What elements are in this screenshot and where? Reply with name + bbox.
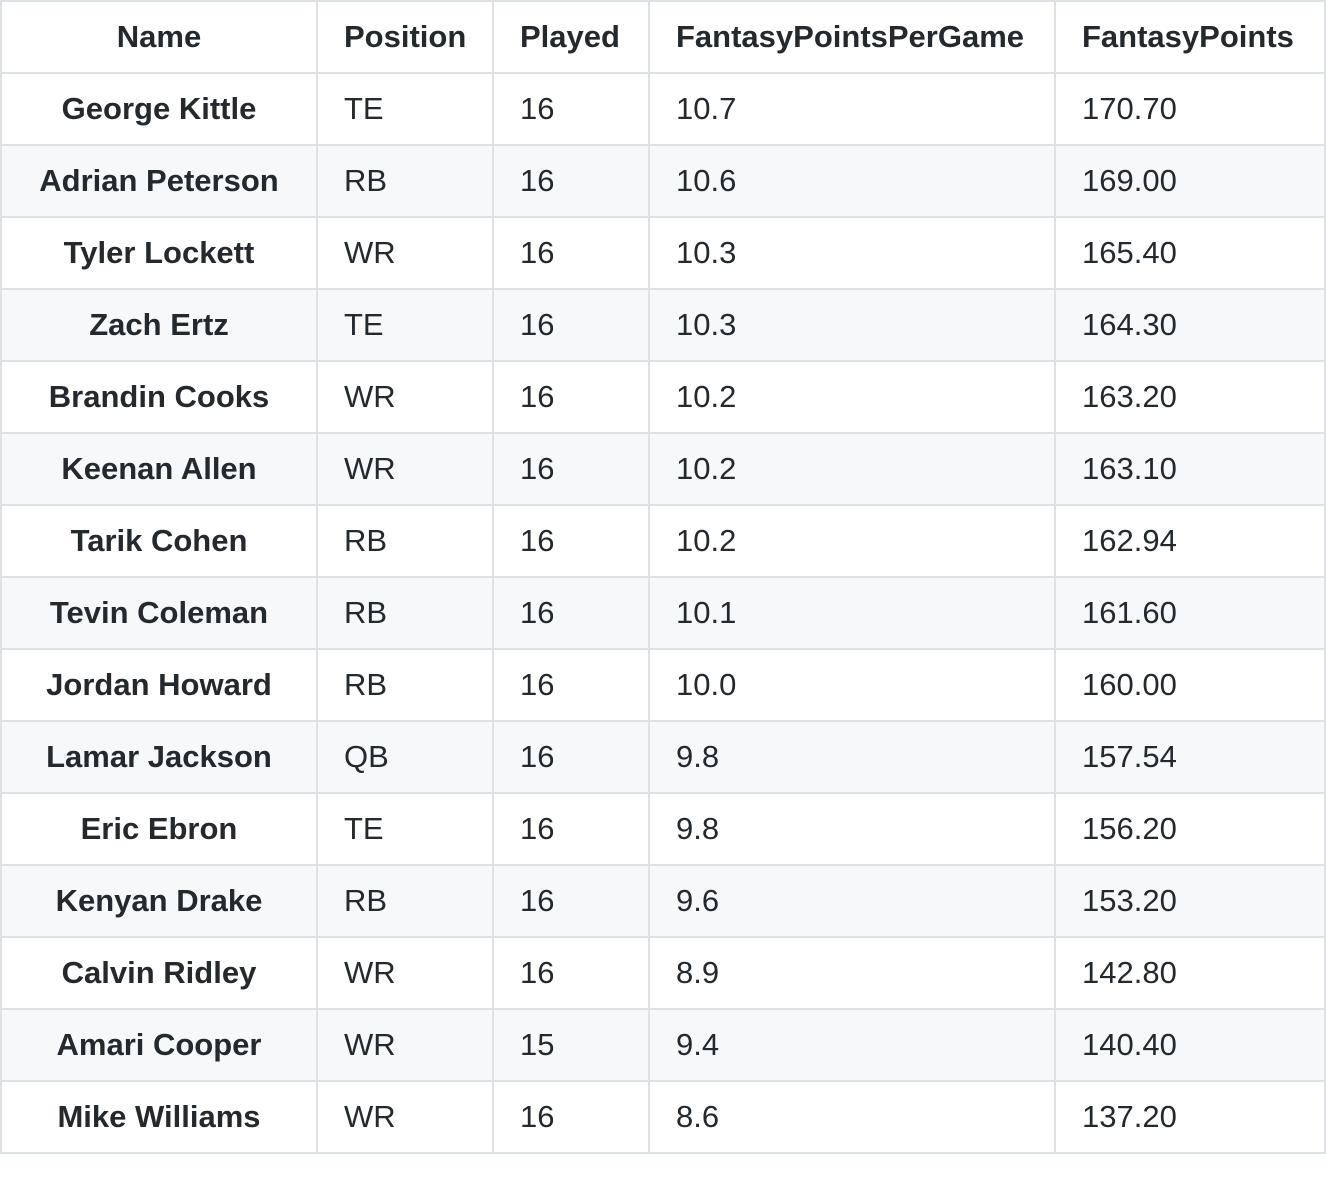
column-header-fantasy-points: FantasyPoints <box>1054 0 1326 74</box>
cell-fantasy-points-per-game: 10.0 <box>648 648 1056 722</box>
cell-name: Tevin Coleman <box>0 576 318 650</box>
cell-fantasy-points: 161.60 <box>1054 576 1326 650</box>
table-row: Eric Ebron TE 16 9.8 156.20 <box>0 792 1326 866</box>
cell-name: Eric Ebron <box>0 792 318 866</box>
cell-fantasy-points: 163.10 <box>1054 432 1326 506</box>
table-row: Tevin Coleman RB 16 10.1 161.60 <box>0 576 1326 650</box>
cell-position: WR <box>316 936 494 1010</box>
cell-name: Mike Williams <box>0 1080 318 1154</box>
cell-fantasy-points-per-game: 10.2 <box>648 432 1056 506</box>
cell-position: RB <box>316 648 494 722</box>
cell-played: 16 <box>492 936 650 1010</box>
cell-fantasy-points: 142.80 <box>1054 936 1326 1010</box>
column-header-name: Name <box>0 0 318 74</box>
table-row: Calvin Ridley WR 16 8.9 142.80 <box>0 936 1326 1010</box>
cell-position: RB <box>316 144 494 218</box>
column-header-played: Played <box>492 0 650 74</box>
cell-played: 16 <box>492 288 650 362</box>
cell-name: Keenan Allen <box>0 432 318 506</box>
cell-position: RB <box>316 864 494 938</box>
table-row: Tyler Lockett WR 16 10.3 165.40 <box>0 216 1326 290</box>
cell-position: WR <box>316 1080 494 1154</box>
cell-position: RB <box>316 576 494 650</box>
cell-position: TE <box>316 792 494 866</box>
cell-name: Adrian Peterson <box>0 144 318 218</box>
table-body: George Kittle TE 16 10.7 170.70 Adrian Peters… <box>0 72 1326 1154</box>
cell-name: George Kittle <box>0 72 318 146</box>
cell-name: Amari Cooper <box>0 1008 318 1082</box>
cell-position: TE <box>316 72 494 146</box>
cell-fantasy-points-per-game: 10.3 <box>648 216 1056 290</box>
cell-fantasy-points: 162.94 <box>1054 504 1326 578</box>
cell-name: Tarik Cohen <box>0 504 318 578</box>
cell-position: WR <box>316 216 494 290</box>
cell-name: Kenyan Drake <box>0 864 318 938</box>
cell-position: QB <box>316 720 494 794</box>
table-header: Name Position Played FantasyPointsPerGam… <box>0 0 1326 74</box>
cell-played: 16 <box>492 648 650 722</box>
cell-fantasy-points: 163.20 <box>1054 360 1326 434</box>
column-header-fantasy-points-per-game: FantasyPointsPerGame <box>648 0 1056 74</box>
cell-fantasy-points-per-game: 8.9 <box>648 936 1056 1010</box>
cell-played: 16 <box>492 1080 650 1154</box>
cell-played: 16 <box>492 72 650 146</box>
cell-fantasy-points: 164.30 <box>1054 288 1326 362</box>
cell-position: WR <box>316 432 494 506</box>
table-row: Kenyan Drake RB 16 9.6 153.20 <box>0 864 1326 938</box>
cell-name: Jordan Howard <box>0 648 318 722</box>
cell-played: 16 <box>492 432 650 506</box>
cell-fantasy-points-per-game: 10.2 <box>648 360 1056 434</box>
cell-name: Zach Ertz <box>0 288 318 362</box>
cell-name: Calvin Ridley <box>0 936 318 1010</box>
cell-played: 16 <box>492 216 650 290</box>
table-row: Keenan Allen WR 16 10.2 163.10 <box>0 432 1326 506</box>
cell-fantasy-points-per-game: 9.4 <box>648 1008 1056 1082</box>
cell-fantasy-points-per-game: 9.8 <box>648 720 1056 794</box>
cell-played: 16 <box>492 864 650 938</box>
cell-played: 16 <box>492 504 650 578</box>
cell-fantasy-points-per-game: 10.1 <box>648 576 1056 650</box>
cell-fantasy-points: 170.70 <box>1054 72 1326 146</box>
table-row: George Kittle TE 16 10.7 170.70 <box>0 72 1326 146</box>
cell-fantasy-points-per-game: 8.6 <box>648 1080 1056 1154</box>
table-row: Tarik Cohen RB 16 10.2 162.94 <box>0 504 1326 578</box>
cell-played: 16 <box>492 792 650 866</box>
cell-fantasy-points-per-game: 10.7 <box>648 72 1056 146</box>
cell-fantasy-points-per-game: 10.6 <box>648 144 1056 218</box>
cell-position: TE <box>316 288 494 362</box>
cell-position: WR <box>316 1008 494 1082</box>
cell-fantasy-points: 157.54 <box>1054 720 1326 794</box>
cell-name: Lamar Jackson <box>0 720 318 794</box>
cell-fantasy-points: 137.20 <box>1054 1080 1326 1154</box>
table-row: Mike Williams WR 16 8.6 137.20 <box>0 1080 1326 1154</box>
table-row: Jordan Howard RB 16 10.0 160.00 <box>0 648 1326 722</box>
cell-fantasy-points-per-game: 10.2 <box>648 504 1056 578</box>
cell-fantasy-points: 160.00 <box>1054 648 1326 722</box>
cell-fantasy-points: 140.40 <box>1054 1008 1326 1082</box>
cell-fantasy-points-per-game: 10.3 <box>648 288 1056 362</box>
table-row: Brandin Cooks WR 16 10.2 163.20 <box>0 360 1326 434</box>
cell-played: 16 <box>492 144 650 218</box>
table-row: Adrian Peterson RB 16 10.6 169.00 <box>0 144 1326 218</box>
cell-played: 16 <box>492 576 650 650</box>
table-row: Lamar Jackson QB 16 9.8 157.54 <box>0 720 1326 794</box>
cell-played: 16 <box>492 720 650 794</box>
cell-fantasy-points: 153.20 <box>1054 864 1326 938</box>
cell-position: RB <box>316 504 494 578</box>
cell-position: WR <box>316 360 494 434</box>
cell-fantasy-points: 169.00 <box>1054 144 1326 218</box>
cell-fantasy-points: 156.20 <box>1054 792 1326 866</box>
table-row: Amari Cooper WR 15 9.4 140.40 <box>0 1008 1326 1082</box>
column-header-position: Position <box>316 0 494 74</box>
cell-played: 16 <box>492 360 650 434</box>
cell-name: Tyler Lockett <box>0 216 318 290</box>
fantasy-points-table: Name Position Played FantasyPointsPerGam… <box>0 0 1326 1154</box>
cell-fantasy-points-per-game: 9.8 <box>648 792 1056 866</box>
header-row: Name Position Played FantasyPointsPerGam… <box>0 0 1326 74</box>
cell-name: Brandin Cooks <box>0 360 318 434</box>
cell-played: 15 <box>492 1008 650 1082</box>
table-row: Zach Ertz TE 16 10.3 164.30 <box>0 288 1326 362</box>
cell-fantasy-points-per-game: 9.6 <box>648 864 1056 938</box>
cell-fantasy-points: 165.40 <box>1054 216 1326 290</box>
